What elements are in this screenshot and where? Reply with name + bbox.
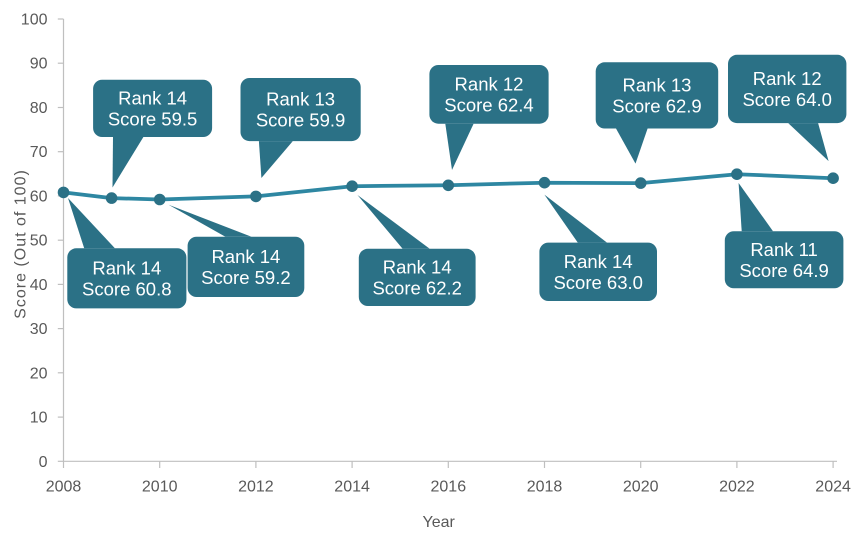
svg-text:30: 30 bbox=[30, 321, 48, 338]
svg-text:40: 40 bbox=[30, 277, 48, 294]
svg-text:Score 64.9: Score 64.9 bbox=[739, 260, 828, 281]
svg-text:2024: 2024 bbox=[815, 479, 851, 496]
svg-text:Rank 14: Rank 14 bbox=[564, 251, 633, 272]
svg-text:2018: 2018 bbox=[527, 479, 563, 496]
svg-text:70: 70 bbox=[30, 144, 48, 161]
svg-text:Score 64.0: Score 64.0 bbox=[742, 89, 831, 110]
svg-text:Score 62.2: Score 62.2 bbox=[372, 277, 461, 298]
svg-text:Rank 14: Rank 14 bbox=[383, 256, 452, 277]
svg-text:2008: 2008 bbox=[46, 479, 82, 496]
svg-text:Score 63.0: Score 63.0 bbox=[553, 272, 642, 293]
svg-text:Rank 14: Rank 14 bbox=[92, 257, 161, 278]
svg-text:100: 100 bbox=[21, 12, 48, 29]
svg-text:Year: Year bbox=[423, 514, 456, 531]
svg-text:Rank 14: Rank 14 bbox=[211, 246, 280, 267]
svg-text:Rank 12: Rank 12 bbox=[455, 73, 524, 94]
svg-text:Rank 11: Rank 11 bbox=[750, 239, 818, 260]
svg-text:Rank 14: Rank 14 bbox=[118, 87, 187, 108]
svg-text:Score 59.9: Score 59.9 bbox=[256, 110, 345, 131]
svg-text:60: 60 bbox=[30, 188, 48, 205]
svg-text:2016: 2016 bbox=[431, 479, 467, 496]
svg-text:Score 59.2: Score 59.2 bbox=[201, 267, 290, 288]
svg-text:Score 62.4: Score 62.4 bbox=[444, 94, 533, 115]
svg-text:20: 20 bbox=[30, 365, 48, 382]
svg-text:2012: 2012 bbox=[238, 479, 274, 496]
svg-text:90: 90 bbox=[30, 56, 48, 73]
svg-text:50: 50 bbox=[30, 233, 48, 250]
svg-text:2020: 2020 bbox=[623, 479, 659, 496]
svg-text:2014: 2014 bbox=[334, 479, 370, 496]
svg-text:0: 0 bbox=[39, 454, 48, 471]
svg-text:Rank 13: Rank 13 bbox=[266, 89, 335, 110]
svg-text:Rank 13: Rank 13 bbox=[623, 74, 692, 95]
svg-text:Score 62.9: Score 62.9 bbox=[612, 95, 701, 116]
svg-text:Rank 12: Rank 12 bbox=[753, 68, 822, 89]
svg-text:2010: 2010 bbox=[142, 479, 178, 496]
svg-text:2022: 2022 bbox=[719, 479, 755, 496]
svg-text:Score 60.8: Score 60.8 bbox=[82, 278, 171, 299]
svg-text:Score 59.5: Score 59.5 bbox=[108, 108, 197, 129]
svg-text:10: 10 bbox=[30, 410, 48, 427]
svg-text:Score (Out of 100): Score (Out of 100) bbox=[13, 169, 30, 319]
svg-text:80: 80 bbox=[30, 100, 48, 117]
